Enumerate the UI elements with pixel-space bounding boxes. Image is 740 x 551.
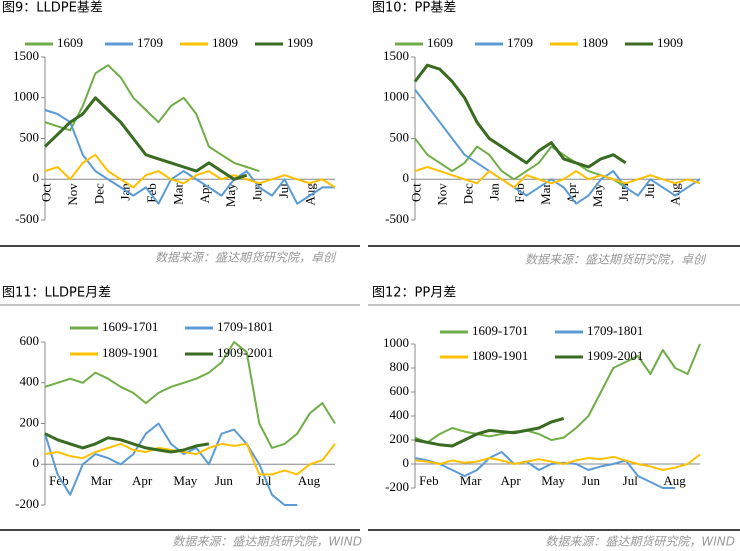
y-tick-label: 800	[390, 359, 410, 374]
x-tick-label: Aug	[298, 473, 321, 488]
y-tick-label: 400	[390, 407, 410, 422]
series-line	[44, 341, 336, 449]
source-note: 数据来源：盛达期货研究院，WIND	[172, 535, 362, 549]
x-tick-label: Oct	[39, 183, 54, 202]
y-tick-label: 400	[20, 374, 40, 389]
y-tick-label: -500	[385, 211, 409, 226]
series-line	[413, 63, 627, 169]
legend-label: 1909-2001	[217, 345, 273, 360]
x-tick-label: Aug	[302, 183, 317, 206]
x-tick-label: Apr	[564, 183, 579, 204]
y-tick-label: 500	[20, 129, 40, 144]
series-line	[44, 432, 210, 454]
legend-label: 1809	[582, 35, 608, 50]
x-tick-label: Jan	[486, 183, 501, 201]
x-tick-label: Nov	[434, 183, 449, 206]
x-tick-label: Dec	[91, 183, 106, 204]
series-line	[44, 109, 335, 205]
y-tick-label: 1000	[383, 335, 409, 350]
series-line	[44, 64, 260, 173]
y-tick-label: 1500	[13, 48, 39, 63]
legend-label: 1909-2001	[587, 348, 643, 363]
x-tick-label: Jul	[623, 473, 639, 488]
x-tick-label: Aug	[663, 473, 686, 488]
y-tick-label: 1000	[13, 89, 39, 104]
legend-label: 1609-1701	[102, 319, 158, 334]
legend-label: 1609	[57, 35, 83, 50]
x-tick-label: Mar	[91, 473, 113, 488]
legend-label: 1609-1701	[472, 323, 528, 338]
chart-title: 图11：LLDPE月差	[2, 286, 111, 301]
x-tick-label: Nov	[65, 183, 80, 206]
legend-label: 1809	[212, 35, 238, 50]
legend-label: 1909	[287, 35, 313, 50]
x-tick-label: Dec	[460, 183, 475, 204]
legend-label: 1709-1801	[587, 323, 643, 338]
y-tick-label: 600	[20, 333, 40, 348]
x-tick-label: Apr	[132, 473, 153, 488]
x-tick-label: May	[541, 473, 565, 488]
x-tick-label: Aug	[668, 183, 683, 206]
chart-title: 图10：PP基差	[372, 1, 456, 16]
series-line	[44, 442, 336, 476]
y-tick-label: -500	[15, 211, 39, 226]
x-tick-label: May	[590, 183, 605, 207]
y-tick-label: -200	[15, 496, 39, 511]
y-tick-label: 0	[33, 455, 40, 470]
y-tick-label: 1000	[383, 89, 409, 104]
series-line	[414, 416, 565, 448]
y-tick-label: 0	[33, 170, 40, 185]
series-line	[44, 153, 336, 189]
legend-label: 1709	[137, 35, 163, 50]
legend-label: 1909	[657, 35, 683, 50]
legend-label: 1609	[427, 35, 453, 50]
source-note: 数据来源：盛达期货研究院，卓创	[155, 251, 337, 265]
series-line	[414, 451, 676, 489]
series-line	[44, 422, 298, 506]
series-line	[414, 137, 627, 189]
x-tick-label: May	[173, 473, 197, 488]
x-tick-label: May	[223, 183, 238, 207]
legend-label: 1809-1901	[472, 348, 528, 363]
x-tick-label: Oct	[409, 183, 424, 202]
legend-label: 1809-1901	[102, 345, 158, 360]
x-tick-label: Jun	[582, 473, 601, 488]
x-tick-label: Jul	[642, 183, 657, 199]
legend-label: 1709-1801	[217, 319, 273, 334]
series-line	[43, 96, 248, 181]
x-tick-label: Apr	[501, 473, 522, 488]
y-tick-label: 0	[403, 170, 410, 185]
legend-label: 1709	[507, 35, 533, 50]
x-tick-label: Feb	[419, 473, 439, 488]
x-tick-label: Feb	[144, 183, 159, 203]
x-tick-label: Mar	[170, 183, 185, 205]
chart-title: 图12：PP月差	[372, 286, 456, 301]
source-note: 数据来源：盛达期货研究院，WIND	[545, 535, 735, 549]
y-tick-label: 200	[20, 414, 40, 429]
y-tick-label: -200	[385, 479, 409, 494]
x-tick-label: Jun	[215, 473, 234, 488]
x-tick-label: Apr	[197, 183, 212, 204]
chart-title: 图9：LLDPE基差	[2, 1, 103, 16]
y-tick-label: 0	[403, 455, 410, 470]
series-line	[414, 453, 701, 471]
series-line	[414, 88, 701, 205]
y-tick-label: 200	[390, 431, 410, 446]
x-tick-label: Mar	[538, 183, 553, 205]
y-tick-label: 1500	[383, 48, 409, 63]
y-tick-label: 500	[390, 129, 410, 144]
source-note: 数据来源：盛达期货研究院，卓创	[525, 253, 707, 267]
series-line	[414, 166, 701, 189]
y-tick-label: 600	[390, 383, 410, 398]
series-line	[414, 343, 701, 444]
